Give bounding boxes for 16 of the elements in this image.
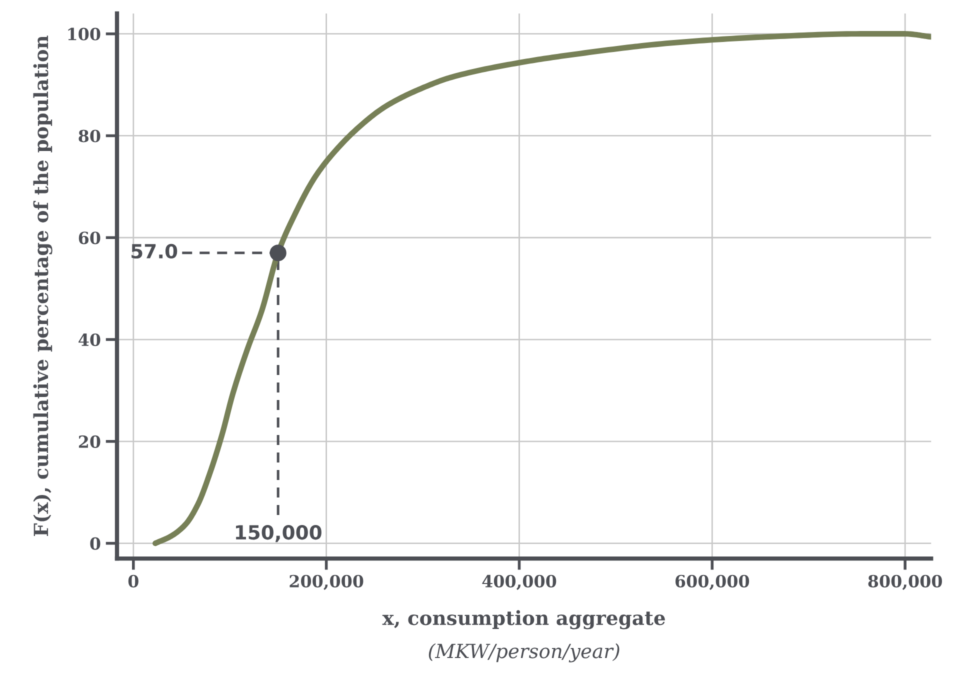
y-tick-label: 0 [90,537,100,550]
x-tick-label: 0 [128,574,138,588]
y-tick-label: 100 [68,28,100,40]
x-tick-label: 800,000 [868,574,942,590]
x-axis-title: x, consumption aggregate [382,610,665,630]
x-tick-label: 600,000 [676,574,750,590]
y-tick-label: 60 [78,232,100,244]
y-tick-label: 80 [78,130,100,142]
ref-line-label: 57.0 [132,244,178,259]
y-axis-title: F(x), cumulative percentage of the population [33,36,52,536]
ref-line-label: 150,000 [236,524,322,542]
x-tick-label: 200,000 [290,574,364,590]
x-tick-label: 400,000 [482,574,556,590]
y-tick-label: 40 [78,333,100,346]
y-tick-label: 20 [78,435,100,448]
text: (MKW/person/year) [428,643,620,662]
